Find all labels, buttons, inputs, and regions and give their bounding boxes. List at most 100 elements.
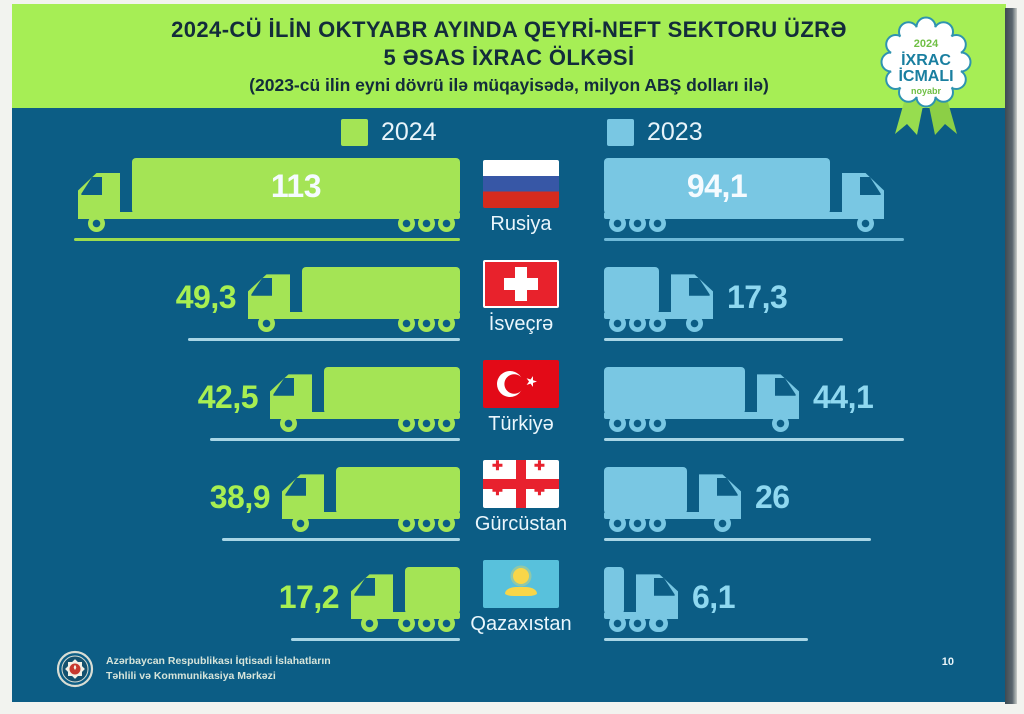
book-spine-edge [1005,8,1017,704]
wheel-icon [609,515,626,532]
bar-2024: 17,2 [12,567,460,640]
wheel-icon [649,215,666,232]
svg-text:2024: 2024 [914,38,939,50]
trailer [302,267,460,314]
ground-line-2023 [604,638,808,641]
wheel-icon [651,615,668,632]
ground-line-2024 [222,538,460,541]
truck-2024-icon [282,467,460,540]
ground-line-2024 [188,338,460,341]
legend: 2024 2023 [12,118,1006,148]
svg-text:İCMALI: İCMALI [898,67,953,85]
page-subtitle: (2023-cü ilin eyni dövrü ilə müqayisədə,… [249,75,769,95]
bar-2023: 6,1 [604,567,735,640]
chassis [604,512,741,519]
wheel-icon [418,615,435,632]
truck-2023-icon [604,467,741,540]
value-2023: 26 [755,479,790,515]
svg-text:İXRAC: İXRAC [901,51,951,69]
trailer [604,567,624,614]
wheel-icon [649,515,666,532]
country-flag-icon [483,160,559,208]
wheel-icon [772,415,789,432]
truck-2023-icon: 94,1 [604,158,884,240]
wheel-icon [418,315,435,332]
value-2024: 17,2 [278,579,340,615]
value-2023: 6,1 [692,579,735,615]
trailer: 94,1 [604,158,830,214]
cab [282,474,324,519]
ixrac-icmali-badge: 2024 İXRAC İCMALI noyabr [876,8,976,142]
wheel-icon [398,315,415,332]
bar-2023: 44,1 [604,367,874,440]
seal-ribbon-icon: 2024 İXRAC İCMALI noyabr [880,16,972,135]
country-cell: Türkiyə [438,360,604,436]
wheel-icon [361,615,378,632]
country-row: 17,2 Qazaxıstan [12,552,1006,652]
country-cell: Qazaxıstan [438,560,604,636]
value-2024: 38,9 [209,479,271,515]
truck-2023-icon [604,567,678,640]
ground-line-2023 [604,438,904,441]
ground-line-2023 [604,538,871,541]
trailer [604,467,687,514]
wheel-icon [609,215,626,232]
cab [248,274,290,319]
truck-2024-icon [248,267,460,340]
bar-2023: 26 [604,467,790,540]
wheel-icon [418,415,435,432]
country-row: 42,5 Türkiyə [12,352,1006,452]
org-name-line1: Azərbaycan Respublikası İqtisadi İslahat… [106,654,331,667]
bar-2024: 38,9 [12,467,460,540]
page-title-line2: 5 ƏSAS İXRAC ÖLKƏSİ [383,45,635,70]
cab [636,574,678,619]
country-flag-icon [483,460,559,508]
ground-line-2023 [604,238,904,241]
wheel-icon [292,515,309,532]
cab [842,173,884,219]
cab [671,274,713,319]
cab [699,474,741,519]
bar-2024: 113 [12,158,460,240]
wheel-icon [609,615,626,632]
wheel-icon [398,515,415,532]
wheel-icon [258,315,275,332]
value-2023: 17,3 [727,279,788,315]
value-2023-inside: 94,1 [686,167,748,204]
cab [270,374,312,419]
value-2024: 42,5 [197,379,259,415]
country-cell: Gürcüstan [438,460,604,536]
legend-item-2023: 2023 [607,118,703,147]
legend-label-2024: 2024 [381,118,437,146]
cab [351,574,393,619]
wheel-icon [714,515,731,532]
country-cell: Rusiya [438,160,604,236]
truck-2023-icon [604,367,799,440]
wheel-icon [609,415,626,432]
country-name: Gürcüstan [474,513,568,535]
ground-line-2024 [291,638,460,641]
country-row: 38,9 Gürcüstan [12,452,1006,552]
value-2023: 44,1 [813,379,874,415]
wheel-icon [857,215,874,232]
country-row: 49,3 İsveçrə [12,252,1006,352]
wheel-icon [88,215,105,232]
org-name: Azərbaycan Respublikası İqtisadi İslahat… [106,654,331,684]
trailer: 113 [132,158,460,214]
cab [78,173,120,219]
wheel-icon [398,615,415,632]
bar-2024: 42,5 [12,367,460,440]
wheel-icon [629,515,646,532]
wheel-icon [629,415,646,432]
chassis [604,412,799,419]
wheel-icon [398,415,415,432]
wheel-icon [629,615,646,632]
chassis [604,212,884,219]
country-flag-icon [483,360,559,408]
trailer [604,367,745,414]
wheel-icon [280,415,297,432]
country-name: Qazaxıstan [470,613,572,635]
legend-item-2024: 2024 [341,118,437,147]
wheel-icon [418,215,435,232]
